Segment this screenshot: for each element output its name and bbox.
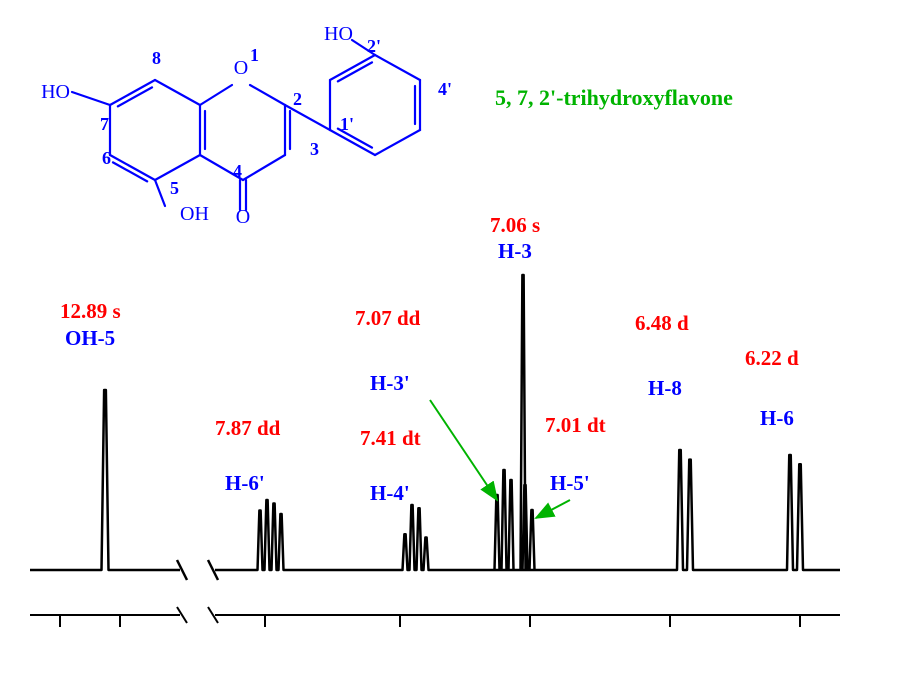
position-label: 7: [100, 114, 109, 134]
peak-assignment: H-8: [648, 376, 682, 400]
position-label: 1': [340, 114, 354, 134]
assignment-arrow: [430, 400, 497, 500]
position-labels: 1 2 3 4 5 6 7 8 1' 2' 4': [100, 36, 452, 198]
position-label: 5: [170, 178, 179, 198]
atom-label: OH: [180, 203, 209, 225]
position-label: 1: [250, 45, 259, 65]
position-label: 3: [310, 139, 319, 159]
peak-value: 7.01 dt: [545, 413, 606, 437]
compound-title: 5, 7, 2'-trihydroxyflavone: [495, 85, 733, 110]
peak-assignment: OH-5: [65, 326, 115, 350]
atom-label: O: [236, 206, 250, 228]
position-label: 4': [438, 79, 452, 99]
peak-value: 7.87 dd: [215, 416, 281, 440]
atom-label: HO: [324, 23, 353, 45]
position-label: 2: [293, 89, 302, 109]
peak-assignment: H-3': [370, 371, 410, 395]
peak-value: 7.06 s: [490, 213, 540, 237]
peak-value: 7.07 dd: [355, 306, 421, 330]
position-label: 6: [102, 148, 111, 168]
peak-value: 7.41 dt: [360, 426, 421, 450]
peak-assignment: H-5': [550, 471, 590, 495]
ppm-axis: [30, 607, 840, 627]
nmr-spectrum: [30, 275, 840, 580]
peak-value: 6.22 d: [745, 346, 799, 370]
atom-labels: HO HO OH O O: [41, 23, 353, 228]
atom-label: O: [234, 57, 248, 79]
assignment-arrow: [536, 500, 570, 518]
peak-value: 12.89 s: [60, 299, 121, 323]
peak-assignment: H-3: [498, 239, 532, 263]
peak-assignment: H-4': [370, 481, 410, 505]
atom-label: HO: [41, 81, 70, 103]
peak-assignment: H-6': [225, 471, 265, 495]
peak-assignment: H-6: [760, 406, 794, 430]
position-label: 2': [367, 36, 381, 56]
peak-value: 6.48 d: [635, 311, 689, 335]
position-label: 4: [233, 161, 242, 181]
position-label: 8: [152, 48, 161, 68]
